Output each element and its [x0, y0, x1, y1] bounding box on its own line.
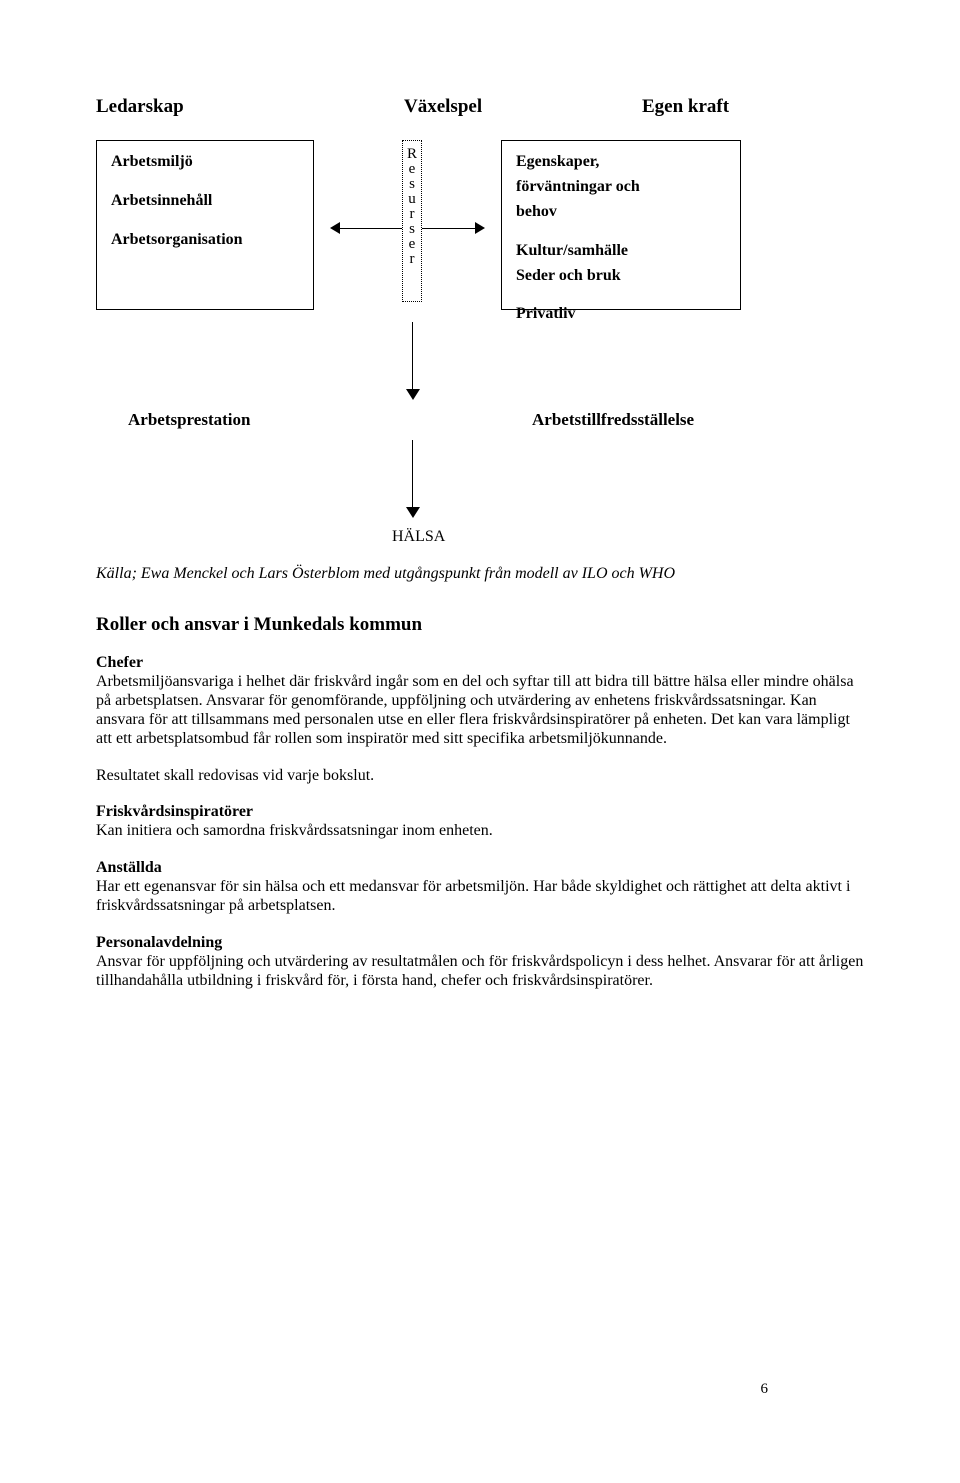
box-work-l3: Arbetsorganisation	[111, 231, 303, 250]
subhead-anstallda: Anställda	[96, 859, 864, 878]
diagram-box-work: Arbetsmiljö Arbetsinnehåll Arbetsorganis…	[96, 140, 314, 310]
arbetstillfredsstallelse-label: Arbetstillfredsställelse	[532, 410, 694, 430]
box-personal-l3: behov	[516, 203, 730, 222]
header-vaxelspel: Växelspel	[404, 96, 482, 118]
diagram-box-resurser: R e s u r s e r	[402, 140, 422, 302]
subhead-friskvard: Friskvårdsinspiratörer	[96, 803, 864, 822]
para-personal: Ansvar för uppföljning och utvärdering a…	[96, 953, 864, 991]
arrow-down-1-icon	[406, 322, 420, 400]
diagram-box-personal: Egenskaper, förväntningar och behov Kult…	[501, 140, 741, 310]
box-personal-l6: Privatliv	[516, 305, 730, 324]
page-number: 6	[761, 1381, 769, 1399]
header-ledarskap: Ledarskap	[96, 96, 184, 118]
para-friskvard: Kan initiera och samordna friskvårdssats…	[96, 822, 864, 841]
box-work-l1: Arbetsmiljö	[111, 153, 303, 172]
para-resultat: Resultatet skall redovisas vid varje bok…	[96, 767, 864, 786]
arrow-down-2-icon	[406, 440, 420, 518]
box-personal-l1: Egenskaper,	[516, 153, 730, 172]
para-anstallda: Har ett egenansvar för sin hälsa och ett…	[96, 878, 864, 916]
halsa-label: HÄLSA	[392, 528, 864, 547]
section-title: Roller och ansvar i Munkedals kommun	[96, 614, 864, 636]
box-personal-l5: Seder och bruk	[516, 267, 730, 286]
arbetsprestation-label: Arbetsprestation	[128, 410, 250, 430]
box-personal-l2: förväntningar och	[516, 178, 730, 197]
diagram-header-row: Ledarskap Växelspel Egen kraft	[96, 96, 864, 122]
source-citation: Källa; Ewa Menckel och Lars Österblom me…	[96, 565, 864, 584]
para-chefer: Arbetsmiljöansvariga i helhet där friskv…	[96, 673, 864, 749]
box-personal-l4: Kultur/samhälle	[516, 242, 730, 261]
header-egen-kraft: Egen kraft	[642, 96, 729, 118]
box-work-l2: Arbetsinnehåll	[111, 192, 303, 211]
subhead-personal: Personalavdelning	[96, 934, 864, 953]
diagram-boxes-row: Arbetsmiljö Arbetsinnehåll Arbetsorganis…	[96, 136, 864, 312]
subhead-chefer: Chefer	[96, 654, 864, 673]
diagram-mid-row: Arbetsprestation Arbetstillfredsställels…	[96, 410, 864, 434]
